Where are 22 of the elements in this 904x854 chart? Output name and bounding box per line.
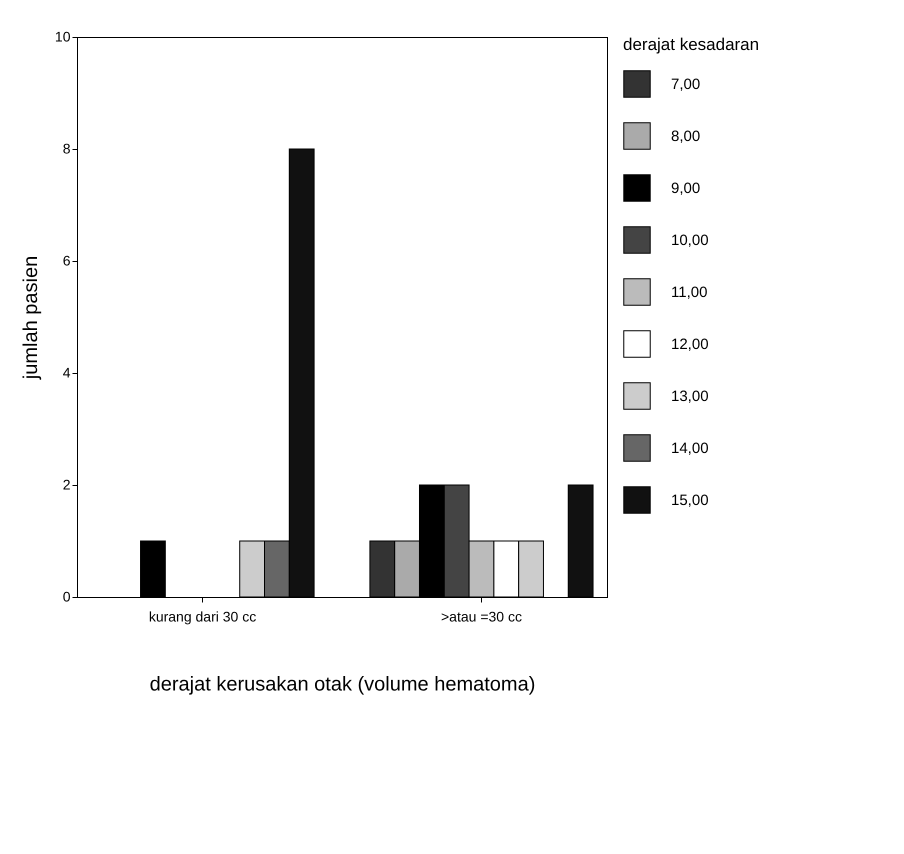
y-tick-label: 6 bbox=[62, 252, 71, 268]
legend-label: 14,00 bbox=[671, 440, 709, 457]
legend-title: derajat kesadaran bbox=[623, 35, 760, 54]
y-tick-label: 0 bbox=[62, 588, 71, 604]
legend-label: 8,00 bbox=[671, 128, 700, 145]
y-axis-title: jumlah pasien bbox=[20, 256, 42, 380]
y-tick-label: 2 bbox=[62, 476, 71, 492]
x-tick-label: kurang dari 30 cc bbox=[148, 608, 256, 624]
x-axis-title: derajat kerusakan otak (volume hematoma) bbox=[150, 674, 536, 696]
legend-label: 12,00 bbox=[671, 336, 709, 353]
bar bbox=[568, 484, 594, 598]
legend-label: 7,00 bbox=[671, 76, 700, 93]
bar bbox=[140, 540, 166, 598]
legend-label: 13,00 bbox=[671, 388, 709, 405]
y-tick-label: 10 bbox=[54, 28, 71, 44]
y-tick-label: 4 bbox=[62, 364, 71, 380]
legend-label: 11,00 bbox=[671, 284, 708, 301]
legend-label: 9,00 bbox=[671, 180, 700, 197]
legend-label: 15,00 bbox=[671, 492, 709, 509]
y-tick-label: 8 bbox=[62, 140, 71, 156]
legend-label: 10,00 bbox=[671, 232, 709, 249]
x-tick-label: >atau =30 cc bbox=[440, 608, 522, 624]
